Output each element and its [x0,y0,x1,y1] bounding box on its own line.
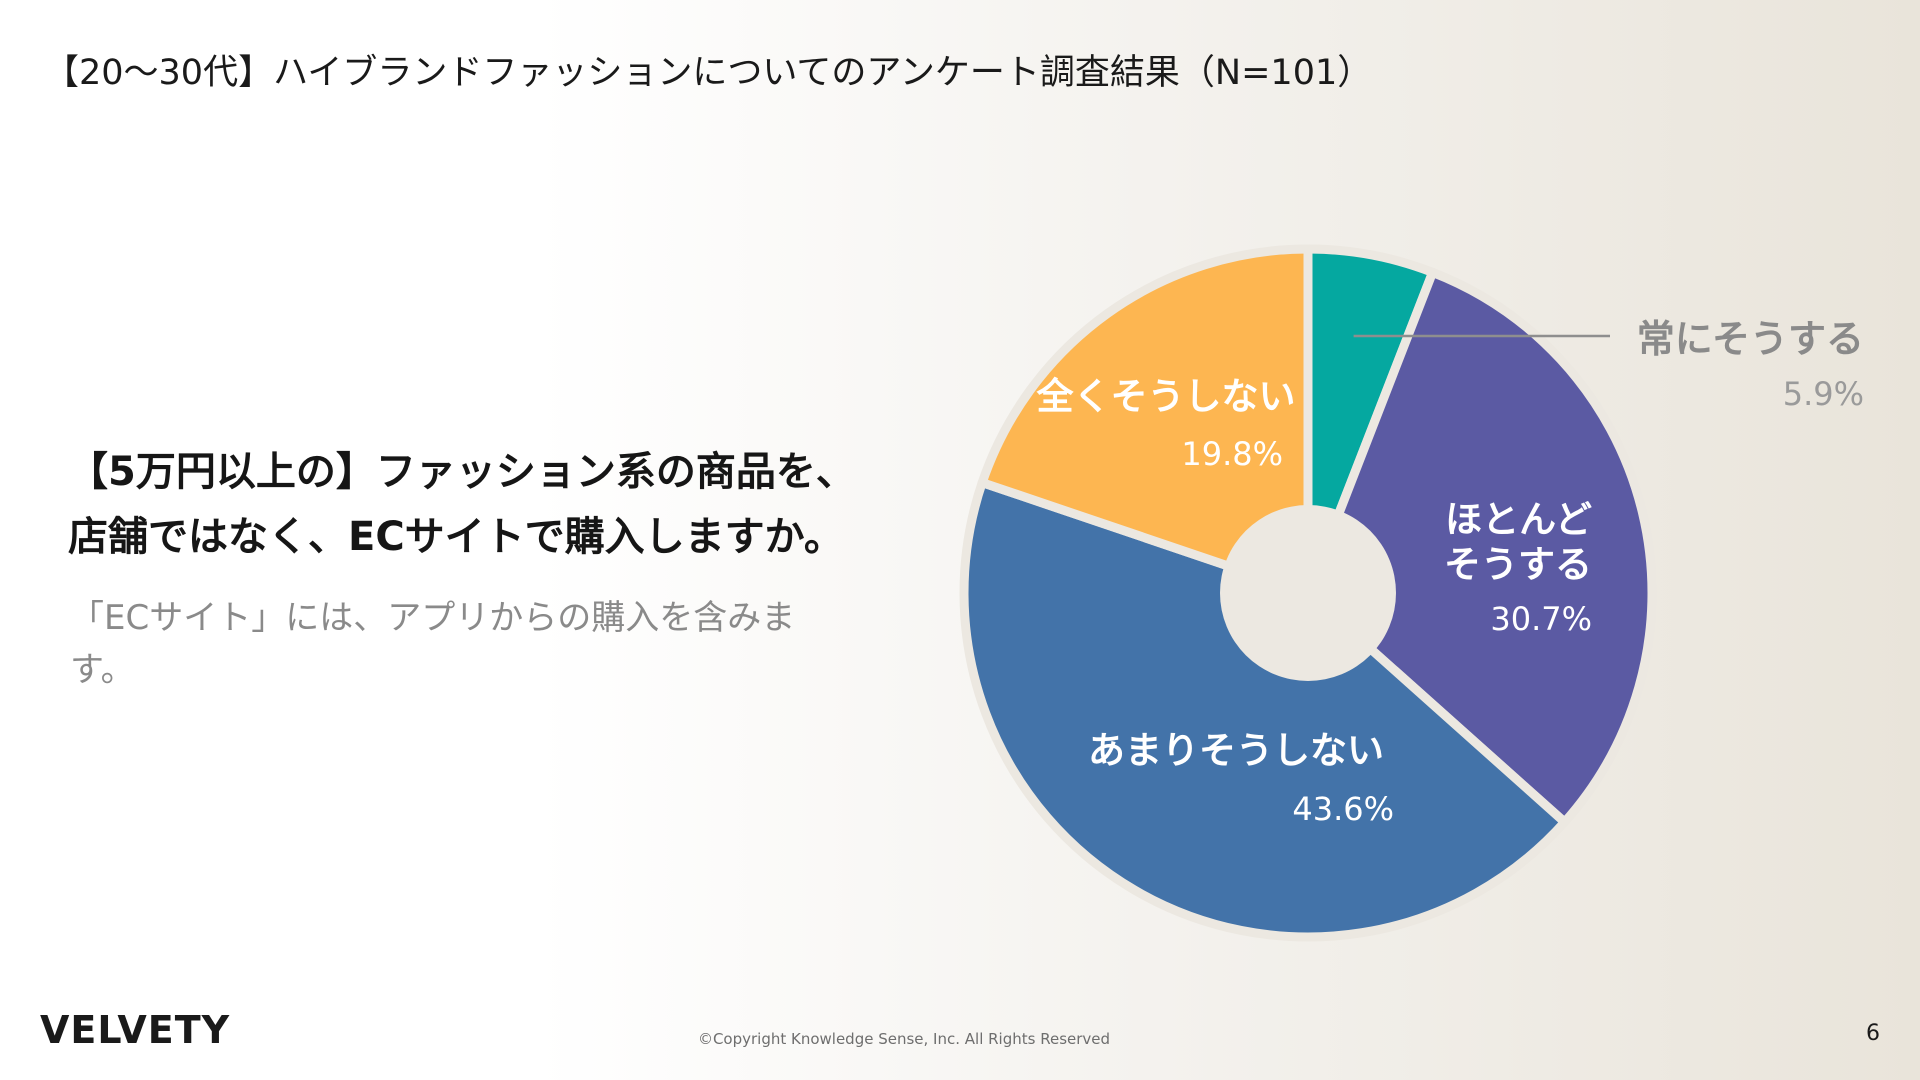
page-title: 【20〜30代】ハイブランドファッションについてのアンケート調査結果（N=101… [44,53,1373,93]
donut-hole [1220,505,1396,681]
slice-label-2: ほとんどそうする [1444,498,1592,586]
question-line-2: 店舗ではなく、ECサイトで購入しますか。 [68,514,844,560]
slice-value-3: 43.6% [1292,790,1394,828]
page-number: 6 [1866,1021,1880,1046]
chart-slices [959,244,1657,942]
slice-value-2: 30.7% [1490,600,1592,638]
slice-label-3: あまりそうしない [1088,729,1384,772]
slice-label-1: 常にそうする [1637,317,1864,361]
copyright-text: ©Copyright Knowledge Sense, Inc. All Rig… [697,1030,1111,1048]
survey-question: 【5万円以上の】ファッション系の商品を、 店舗ではなく、ECサイトで購入しますか… [68,440,856,570]
slice-value-1: 5.9% [1783,375,1864,413]
brand-logo: VELVETY [40,1008,231,1052]
slice-4 [977,244,1313,598]
question-note: 「ECサイト」には、アプリからの購入を含みます。 [70,598,796,690]
chart-labels: 常にそうする 5.9% ほとんどそうする 30.7% あまりそうしない 43.6% 全くそう… [1036,317,1865,828]
slice-value-4: 19.8% [1181,435,1283,473]
question-line-1: 【5万円以上の】ファッション系の商品を、 [68,449,856,495]
slice-label-4: 全くそうしない [1036,375,1296,418]
slice-3 [959,478,1570,942]
slice-2 [1303,267,1657,827]
